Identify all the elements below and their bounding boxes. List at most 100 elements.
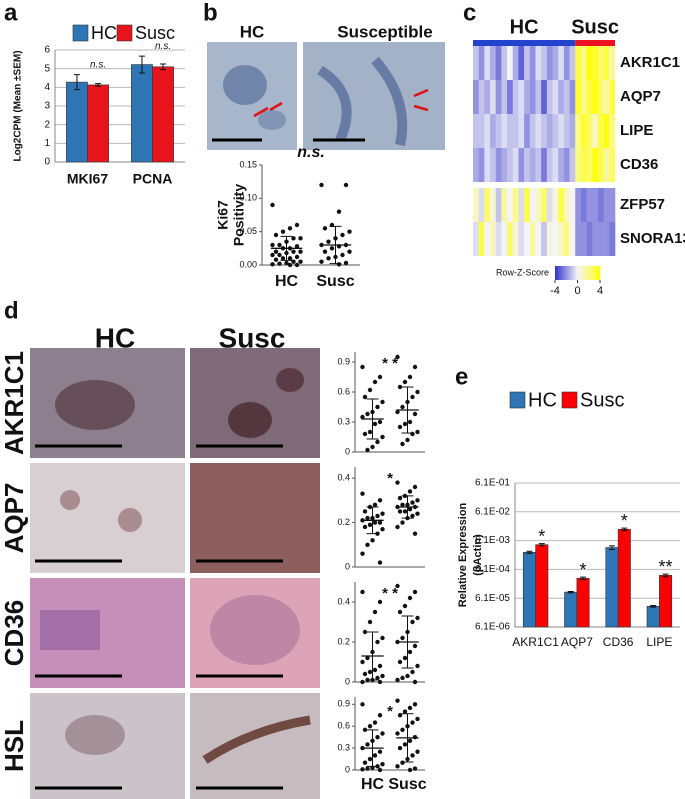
data-point [377, 520, 383, 525]
data-point [402, 509, 408, 514]
error-bar [526, 550, 533, 554]
heatmap-cell [586, 80, 593, 114]
data-point [360, 589, 365, 595]
image-susc [190, 463, 320, 573]
heatmap-cell [603, 188, 610, 222]
heatmap-cell [569, 188, 576, 222]
heatmap-cell [473, 188, 479, 222]
heatmap-cell [580, 148, 587, 182]
heatmap-cell [524, 222, 531, 256]
data-point [273, 232, 279, 238]
legend-label: HC [91, 23, 117, 43]
x-tick-label: PCNA [133, 171, 173, 187]
heatmap-cell [569, 46, 576, 80]
panel-label: e [455, 363, 468, 390]
sd-bar [366, 631, 379, 681]
y-tick-label: 6.1E-06 [475, 622, 510, 633]
data-point [277, 252, 282, 258]
y-axis-label: Ki67 [215, 200, 231, 230]
heatmap-cell [535, 148, 542, 182]
heatmap-cell [535, 80, 542, 114]
y-tick-label: 0 [345, 676, 350, 686]
colorbar-step [579, 266, 581, 280]
data-point [367, 522, 373, 527]
data-point [407, 738, 413, 743]
y-tick-label: 0.10 [239, 193, 257, 203]
y-axis-label: Log2CPM (Mean ±SEM) [13, 50, 24, 161]
error-bar [621, 527, 628, 532]
data-point [402, 603, 408, 609]
data-point [402, 655, 408, 661]
significance-label: * [387, 470, 393, 487]
heatmap-cell [535, 114, 542, 148]
sd-bar [401, 386, 414, 434]
heatmap-cell [529, 188, 536, 222]
data-point [415, 429, 420, 435]
data-point [322, 249, 328, 254]
data-point [402, 742, 408, 747]
data-point [400, 727, 405, 733]
image-detail [202, 715, 311, 764]
data-point [372, 379, 378, 385]
colorbar-step [570, 266, 572, 280]
heatmap-cell [490, 188, 497, 222]
heatmap-cell [518, 46, 525, 80]
heatmap-cell [558, 148, 565, 182]
data-point [347, 229, 352, 234]
data-point [410, 753, 415, 758]
data-point [375, 639, 380, 645]
data-point [291, 236, 296, 241]
heatmap-cell [529, 148, 536, 182]
data-point [395, 698, 400, 703]
data-point [362, 394, 368, 400]
data-point [397, 745, 403, 751]
data-point [397, 659, 403, 665]
heatmap-cell [478, 188, 485, 222]
data-point [400, 675, 405, 681]
y-tick-label: 6 [44, 45, 50, 56]
y-axis-label: Relative Expression [457, 502, 469, 607]
heatmap-cell [490, 46, 497, 80]
significance-label: n.s. [155, 41, 171, 52]
heatmap-cell [569, 222, 576, 256]
data-point [407, 649, 413, 655]
heatmap-cell [546, 46, 553, 80]
error-bar [538, 543, 545, 547]
heatmap-cell [484, 46, 491, 80]
data-point [270, 202, 275, 208]
data-point [412, 643, 418, 649]
heatmap-cell [518, 80, 525, 114]
heatmap-cell [501, 188, 508, 222]
heatmap-cell [580, 222, 587, 256]
bar [535, 544, 549, 628]
heatmap-cell [518, 148, 525, 182]
data-point [415, 663, 420, 669]
heatmap-cell [478, 46, 485, 80]
heatmap-cell [484, 222, 491, 256]
panel-label: a [4, 0, 18, 26]
heatmap-cell [575, 114, 582, 148]
image-hc [30, 463, 185, 573]
error-bar [662, 573, 669, 578]
y-tick-label: 0.00 [239, 259, 257, 269]
sd-bar [280, 235, 293, 261]
heatmap-cell [495, 148, 502, 182]
colorbar-step [592, 266, 595, 280]
data-point [412, 531, 418, 536]
bar [576, 577, 590, 628]
heatmap-cell [603, 222, 610, 256]
data-point [412, 734, 418, 740]
bar [605, 547, 619, 628]
data-point [405, 437, 410, 443]
data-point [375, 734, 380, 740]
data-point [360, 767, 365, 772]
error-bar [580, 576, 587, 581]
heatmap-cell [552, 80, 559, 114]
data-point [362, 509, 368, 514]
data-point [287, 226, 293, 231]
heatmap-cell [563, 114, 570, 148]
heatmap-cell [603, 46, 610, 80]
data-point [415, 511, 420, 516]
colorbar-step [559, 266, 562, 280]
data-point [370, 538, 375, 543]
